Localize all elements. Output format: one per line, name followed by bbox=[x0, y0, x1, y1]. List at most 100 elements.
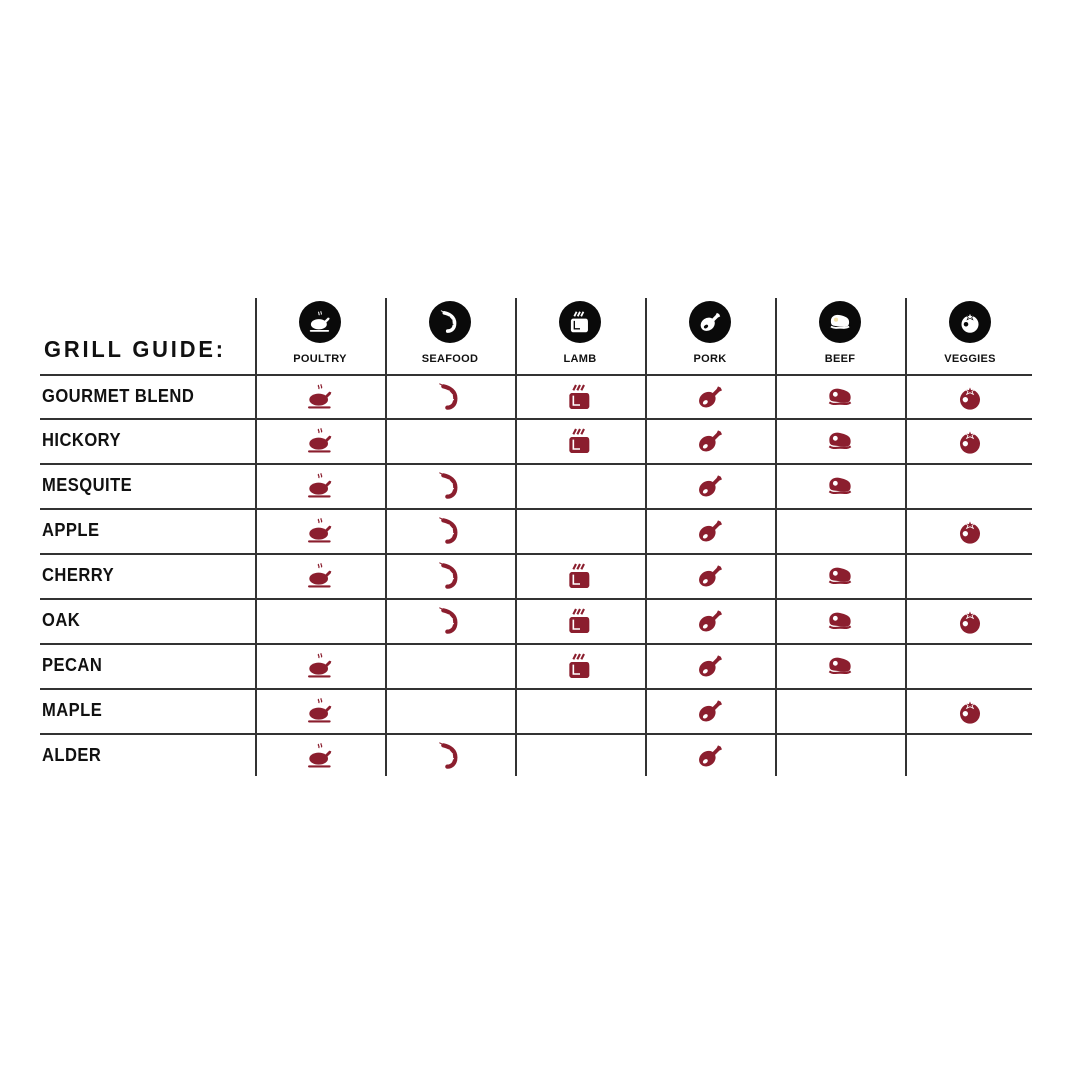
shrimp-icon bbox=[429, 301, 471, 343]
row-label: APPLE bbox=[42, 520, 100, 540]
recommended-mark bbox=[255, 374, 385, 419]
tomato-icon bbox=[960, 428, 980, 454]
column-header-pork: PORK bbox=[645, 298, 775, 374]
tomato-icon bbox=[960, 518, 980, 544]
recommended-mark bbox=[255, 508, 385, 553]
recommended-mark bbox=[645, 508, 775, 553]
steak-icon bbox=[828, 432, 852, 449]
recommended-mark bbox=[255, 418, 385, 463]
recommended-mark bbox=[775, 418, 905, 463]
column-label: VEGGIES bbox=[944, 353, 996, 365]
steak-icon bbox=[828, 477, 852, 494]
column-divider bbox=[255, 298, 257, 776]
column-header-poultry: POULTRY bbox=[255, 298, 385, 374]
column-divider bbox=[645, 298, 647, 776]
row-divider bbox=[40, 643, 1032, 645]
tomato-icon bbox=[960, 384, 980, 410]
poultry-icon bbox=[308, 697, 332, 722]
shrimp-icon bbox=[439, 606, 458, 634]
tomato-icon bbox=[949, 301, 991, 343]
shrimp-icon bbox=[439, 516, 458, 544]
ham-icon bbox=[699, 564, 722, 586]
column-header-veggies: VEGGIES bbox=[905, 298, 1035, 374]
recommended-mark bbox=[255, 733, 385, 778]
ham-icon bbox=[689, 301, 731, 343]
recommended-mark bbox=[645, 463, 775, 508]
row-label: ALDER bbox=[42, 745, 102, 765]
recommended-mark bbox=[775, 598, 905, 643]
column-divider bbox=[385, 298, 387, 776]
recommended-mark bbox=[385, 553, 515, 598]
row-divider bbox=[40, 418, 1032, 420]
lamb-icon bbox=[569, 608, 590, 633]
shrimp-icon bbox=[439, 561, 458, 589]
ham-icon bbox=[699, 519, 722, 541]
poultry-icon bbox=[308, 427, 332, 452]
shrimp-icon bbox=[439, 741, 458, 769]
poultry-icon bbox=[308, 652, 332, 677]
row-divider bbox=[40, 374, 1032, 376]
column-header-lamb: LAMB bbox=[515, 298, 645, 374]
recommended-mark bbox=[255, 553, 385, 598]
ham-icon bbox=[699, 609, 722, 631]
row-label: PECAN bbox=[42, 655, 103, 675]
recommended-mark bbox=[255, 463, 385, 508]
ham-icon bbox=[699, 699, 722, 721]
poultry-icon bbox=[308, 517, 332, 542]
steak-icon bbox=[828, 657, 852, 674]
ham-icon bbox=[699, 385, 722, 407]
steak-icon bbox=[828, 612, 852, 629]
recommended-mark bbox=[905, 688, 1035, 733]
recommended-mark bbox=[905, 418, 1035, 463]
poultry-icon bbox=[308, 742, 332, 767]
row-divider bbox=[40, 688, 1032, 690]
poultry-icon bbox=[308, 562, 332, 587]
column-header-seafood: SEAFOOD bbox=[385, 298, 515, 374]
recommended-mark bbox=[775, 374, 905, 419]
page-title: GRILL GUIDE: bbox=[44, 336, 226, 362]
poultry-icon bbox=[308, 383, 332, 408]
ham-icon bbox=[699, 474, 722, 496]
ham-icon bbox=[699, 429, 722, 451]
ham-icon bbox=[699, 654, 722, 676]
column-divider bbox=[515, 298, 517, 776]
lamb-icon bbox=[569, 563, 590, 588]
recommended-mark bbox=[905, 508, 1035, 553]
column-divider bbox=[905, 298, 907, 776]
recommended-mark bbox=[645, 643, 775, 688]
lamb-icon bbox=[569, 384, 590, 409]
steak-icon bbox=[819, 301, 861, 343]
row-label: MAPLE bbox=[42, 700, 103, 720]
row-label: CHERRY bbox=[42, 565, 115, 585]
column-label: SEAFOOD bbox=[421, 353, 479, 365]
tomato-icon bbox=[960, 698, 980, 724]
recommended-mark bbox=[645, 688, 775, 733]
row-label: MESQUITE bbox=[42, 475, 133, 495]
poultry-icon bbox=[299, 301, 341, 343]
recommended-mark bbox=[385, 463, 515, 508]
recommended-mark bbox=[385, 374, 515, 419]
column-header-beef: BEEF bbox=[775, 298, 905, 374]
recommended-mark bbox=[775, 463, 905, 508]
shrimp-icon bbox=[439, 382, 458, 410]
row-divider bbox=[40, 508, 1032, 510]
lamb-icon bbox=[559, 301, 601, 343]
row-divider bbox=[40, 463, 1032, 465]
recommended-mark bbox=[645, 374, 775, 419]
recommended-mark bbox=[385, 733, 515, 778]
row-divider bbox=[40, 553, 1032, 555]
recommended-mark bbox=[255, 643, 385, 688]
steak-icon bbox=[828, 567, 852, 584]
recommended-mark bbox=[515, 643, 645, 688]
ham-icon bbox=[699, 744, 722, 766]
steak-icon bbox=[828, 388, 852, 405]
tomato-icon bbox=[960, 608, 980, 634]
lamb-icon bbox=[569, 428, 590, 453]
poultry-icon bbox=[308, 472, 332, 497]
column-divider bbox=[775, 298, 777, 776]
recommended-mark bbox=[515, 418, 645, 463]
row-label: OAK bbox=[42, 610, 81, 630]
row-label: GOURMET BLEND bbox=[42, 386, 195, 406]
row-divider bbox=[40, 598, 1032, 600]
